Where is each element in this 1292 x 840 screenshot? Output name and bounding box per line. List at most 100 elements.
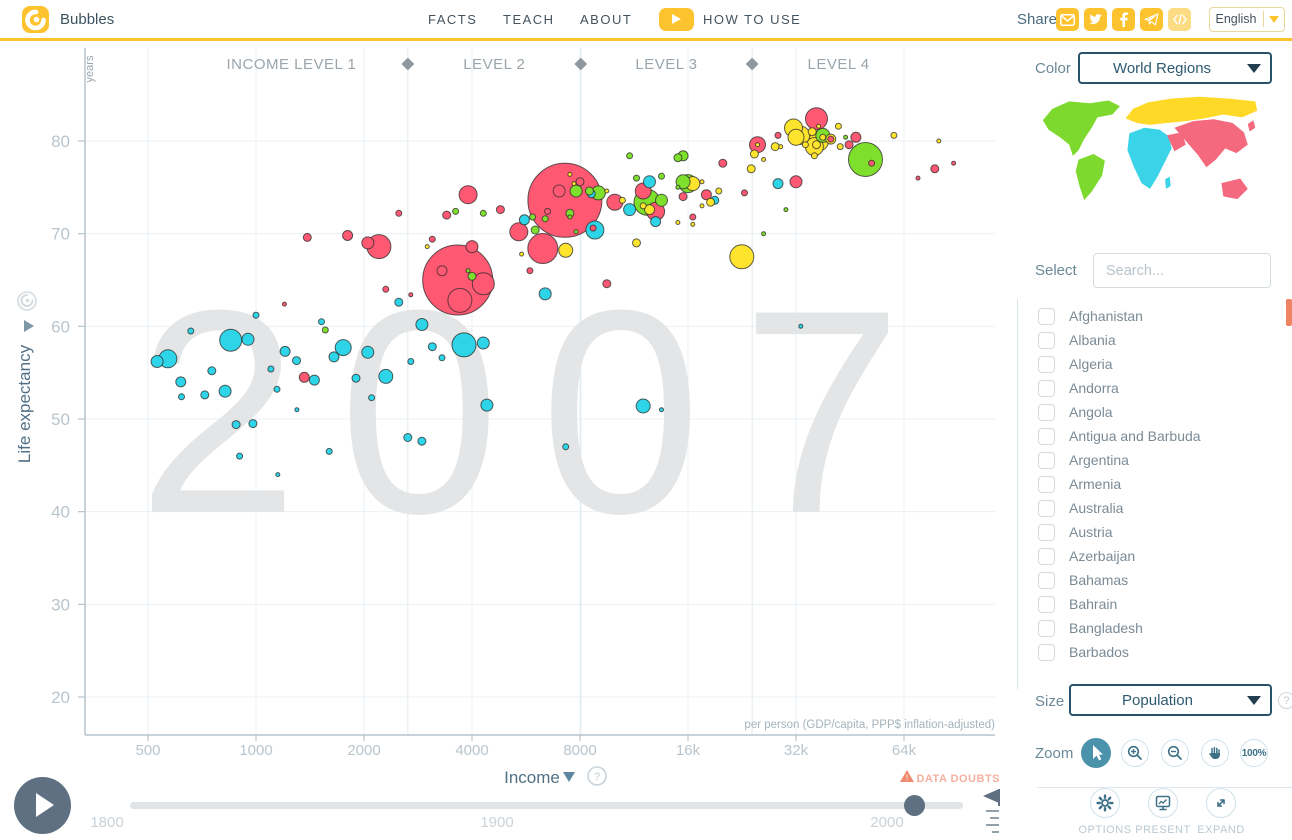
bubble-africa[interactable] bbox=[480, 398, 494, 412]
bubble-africa[interactable] bbox=[417, 436, 427, 446]
play-button[interactable] bbox=[14, 777, 71, 834]
country-item-algeria[interactable]: Algeria bbox=[1038, 352, 1113, 376]
options-button[interactable] bbox=[1090, 788, 1120, 818]
checkbox[interactable] bbox=[1038, 523, 1055, 541]
checkbox[interactable] bbox=[1038, 427, 1055, 445]
bubble-africa[interactable] bbox=[394, 297, 404, 307]
bubble-africa[interactable] bbox=[562, 443, 570, 451]
bubble-africa[interactable] bbox=[187, 327, 195, 335]
bubble-ring[interactable] bbox=[552, 184, 566, 198]
checkbox[interactable] bbox=[1038, 331, 1055, 349]
bubble-asia[interactable] bbox=[718, 158, 728, 168]
country-item-bahrain[interactable]: Bahrain bbox=[1038, 592, 1117, 616]
bubble-americas[interactable] bbox=[541, 215, 549, 223]
color-dropdown[interactable]: World Regions bbox=[1078, 52, 1272, 84]
bubble-americas[interactable] bbox=[569, 184, 583, 198]
bubble-africa[interactable] bbox=[292, 356, 301, 366]
bubble-asia[interactable] bbox=[689, 213, 697, 221]
bubble-europe[interactable] bbox=[749, 149, 759, 159]
bubble-africa[interactable] bbox=[378, 368, 394, 384]
bubble-asia[interactable] bbox=[544, 207, 552, 215]
bubble-europe[interactable] bbox=[558, 242, 574, 258]
bubble-africa[interactable] bbox=[438, 354, 446, 362]
bubble-americas[interactable] bbox=[673, 153, 683, 163]
bubble-africa[interactable] bbox=[451, 332, 477, 358]
bubble-asia[interactable] bbox=[868, 159, 876, 167]
world-regions-map[interactable] bbox=[1037, 92, 1263, 233]
bubble-africa[interactable] bbox=[273, 385, 281, 393]
pan-hand-button[interactable] bbox=[1201, 739, 1229, 767]
bubble-africa[interactable] bbox=[403, 433, 413, 442]
bubble-asia[interactable] bbox=[302, 232, 312, 242]
bubble-africa[interactable] bbox=[538, 287, 552, 301]
bubble-africa[interactable] bbox=[368, 394, 376, 402]
bubble-asia[interactable] bbox=[428, 235, 436, 243]
bubble-europe[interactable] bbox=[807, 127, 817, 137]
bubble-asia[interactable] bbox=[850, 131, 862, 143]
zoom-in-button[interactable] bbox=[1121, 739, 1149, 767]
checkbox[interactable] bbox=[1038, 475, 1055, 493]
bubble-africa[interactable] bbox=[275, 472, 281, 478]
bubble-europe[interactable] bbox=[755, 142, 760, 148]
bubble-asia[interactable] bbox=[408, 292, 414, 298]
bubble-americas[interactable] bbox=[479, 209, 487, 217]
nav-item-about[interactable]: ABOUT bbox=[580, 11, 633, 27]
bubble-africa[interactable] bbox=[772, 178, 784, 190]
bubble-africa[interactable] bbox=[150, 355, 164, 368]
bubble-asia[interactable] bbox=[951, 160, 957, 166]
bubble-africa[interactable] bbox=[476, 336, 490, 350]
country-item-austria[interactable]: Austria bbox=[1038, 520, 1113, 544]
bubble-asia[interactable] bbox=[526, 267, 534, 275]
telegram-icon[interactable] bbox=[1140, 8, 1163, 31]
bubble-africa[interactable] bbox=[241, 332, 255, 346]
bubble-americas[interactable] bbox=[783, 207, 789, 213]
bubble-asia[interactable] bbox=[465, 240, 479, 254]
checkbox[interactable] bbox=[1038, 595, 1055, 613]
bubble-europe[interactable] bbox=[644, 204, 655, 216]
bubble-europe[interactable] bbox=[571, 181, 577, 187]
bubble-europe[interactable] bbox=[639, 202, 647, 210]
bubble-europe[interactable] bbox=[632, 238, 641, 248]
bubble-africa[interactable] bbox=[415, 318, 429, 331]
bubble-americas[interactable] bbox=[567, 214, 573, 220]
bubble-africa[interactable] bbox=[427, 342, 437, 352]
bubble-africa[interactable] bbox=[328, 351, 340, 363]
bubble-asia[interactable] bbox=[458, 185, 478, 205]
present-button[interactable] bbox=[1148, 788, 1178, 818]
timeline-track[interactable] bbox=[130, 802, 963, 809]
bubble-asia[interactable] bbox=[575, 177, 585, 187]
bubble-asia[interactable] bbox=[915, 175, 921, 181]
country-item-argentina[interactable]: Argentina bbox=[1038, 448, 1129, 472]
bubble-europe[interactable] bbox=[890, 131, 898, 139]
checkbox[interactable] bbox=[1038, 307, 1055, 325]
bubble-asia[interactable] bbox=[395, 209, 403, 217]
bubble-asia[interactable] bbox=[298, 371, 310, 383]
bubble-asia[interactable] bbox=[774, 131, 782, 139]
how-to-use-play-icon[interactable] bbox=[659, 8, 694, 31]
bubble-africa[interactable] bbox=[236, 452, 244, 460]
checkbox[interactable] bbox=[1038, 355, 1055, 373]
size-dropdown[interactable]: Population bbox=[1069, 684, 1272, 716]
nav-item-facts[interactable]: FACTS bbox=[428, 11, 478, 27]
bubble-asia[interactable] bbox=[495, 205, 505, 215]
bubble-africa[interactable] bbox=[248, 419, 258, 429]
bubble-africa[interactable] bbox=[659, 407, 664, 413]
bubble-asia[interactable] bbox=[382, 285, 390, 293]
bubble-africa[interactable] bbox=[218, 384, 232, 398]
bubble-europe[interactable] bbox=[812, 140, 821, 150]
data-doubts[interactable]: ! DATA DOUBTS bbox=[900, 770, 1000, 785]
bubble-europe[interactable] bbox=[778, 144, 784, 150]
bubble-asia[interactable] bbox=[442, 210, 452, 220]
y-axis-help-icon[interactable] bbox=[17, 291, 37, 311]
bubble-asia[interactable] bbox=[281, 301, 287, 307]
bubble-europe[interactable] bbox=[424, 244, 430, 250]
bubble-americas[interactable] bbox=[633, 174, 640, 182]
bubble-europe[interactable] bbox=[706, 197, 716, 207]
bubble-europe[interactable] bbox=[699, 203, 705, 209]
how-to-use-link[interactable]: HOW TO USE bbox=[703, 11, 802, 27]
country-item-albania[interactable]: Albania bbox=[1038, 328, 1116, 352]
bubble-americas[interactable] bbox=[452, 207, 460, 215]
bubble-africa[interactable] bbox=[518, 214, 530, 226]
bubble-europe[interactable] bbox=[519, 251, 525, 257]
bubble-asia[interactable] bbox=[930, 164, 940, 174]
